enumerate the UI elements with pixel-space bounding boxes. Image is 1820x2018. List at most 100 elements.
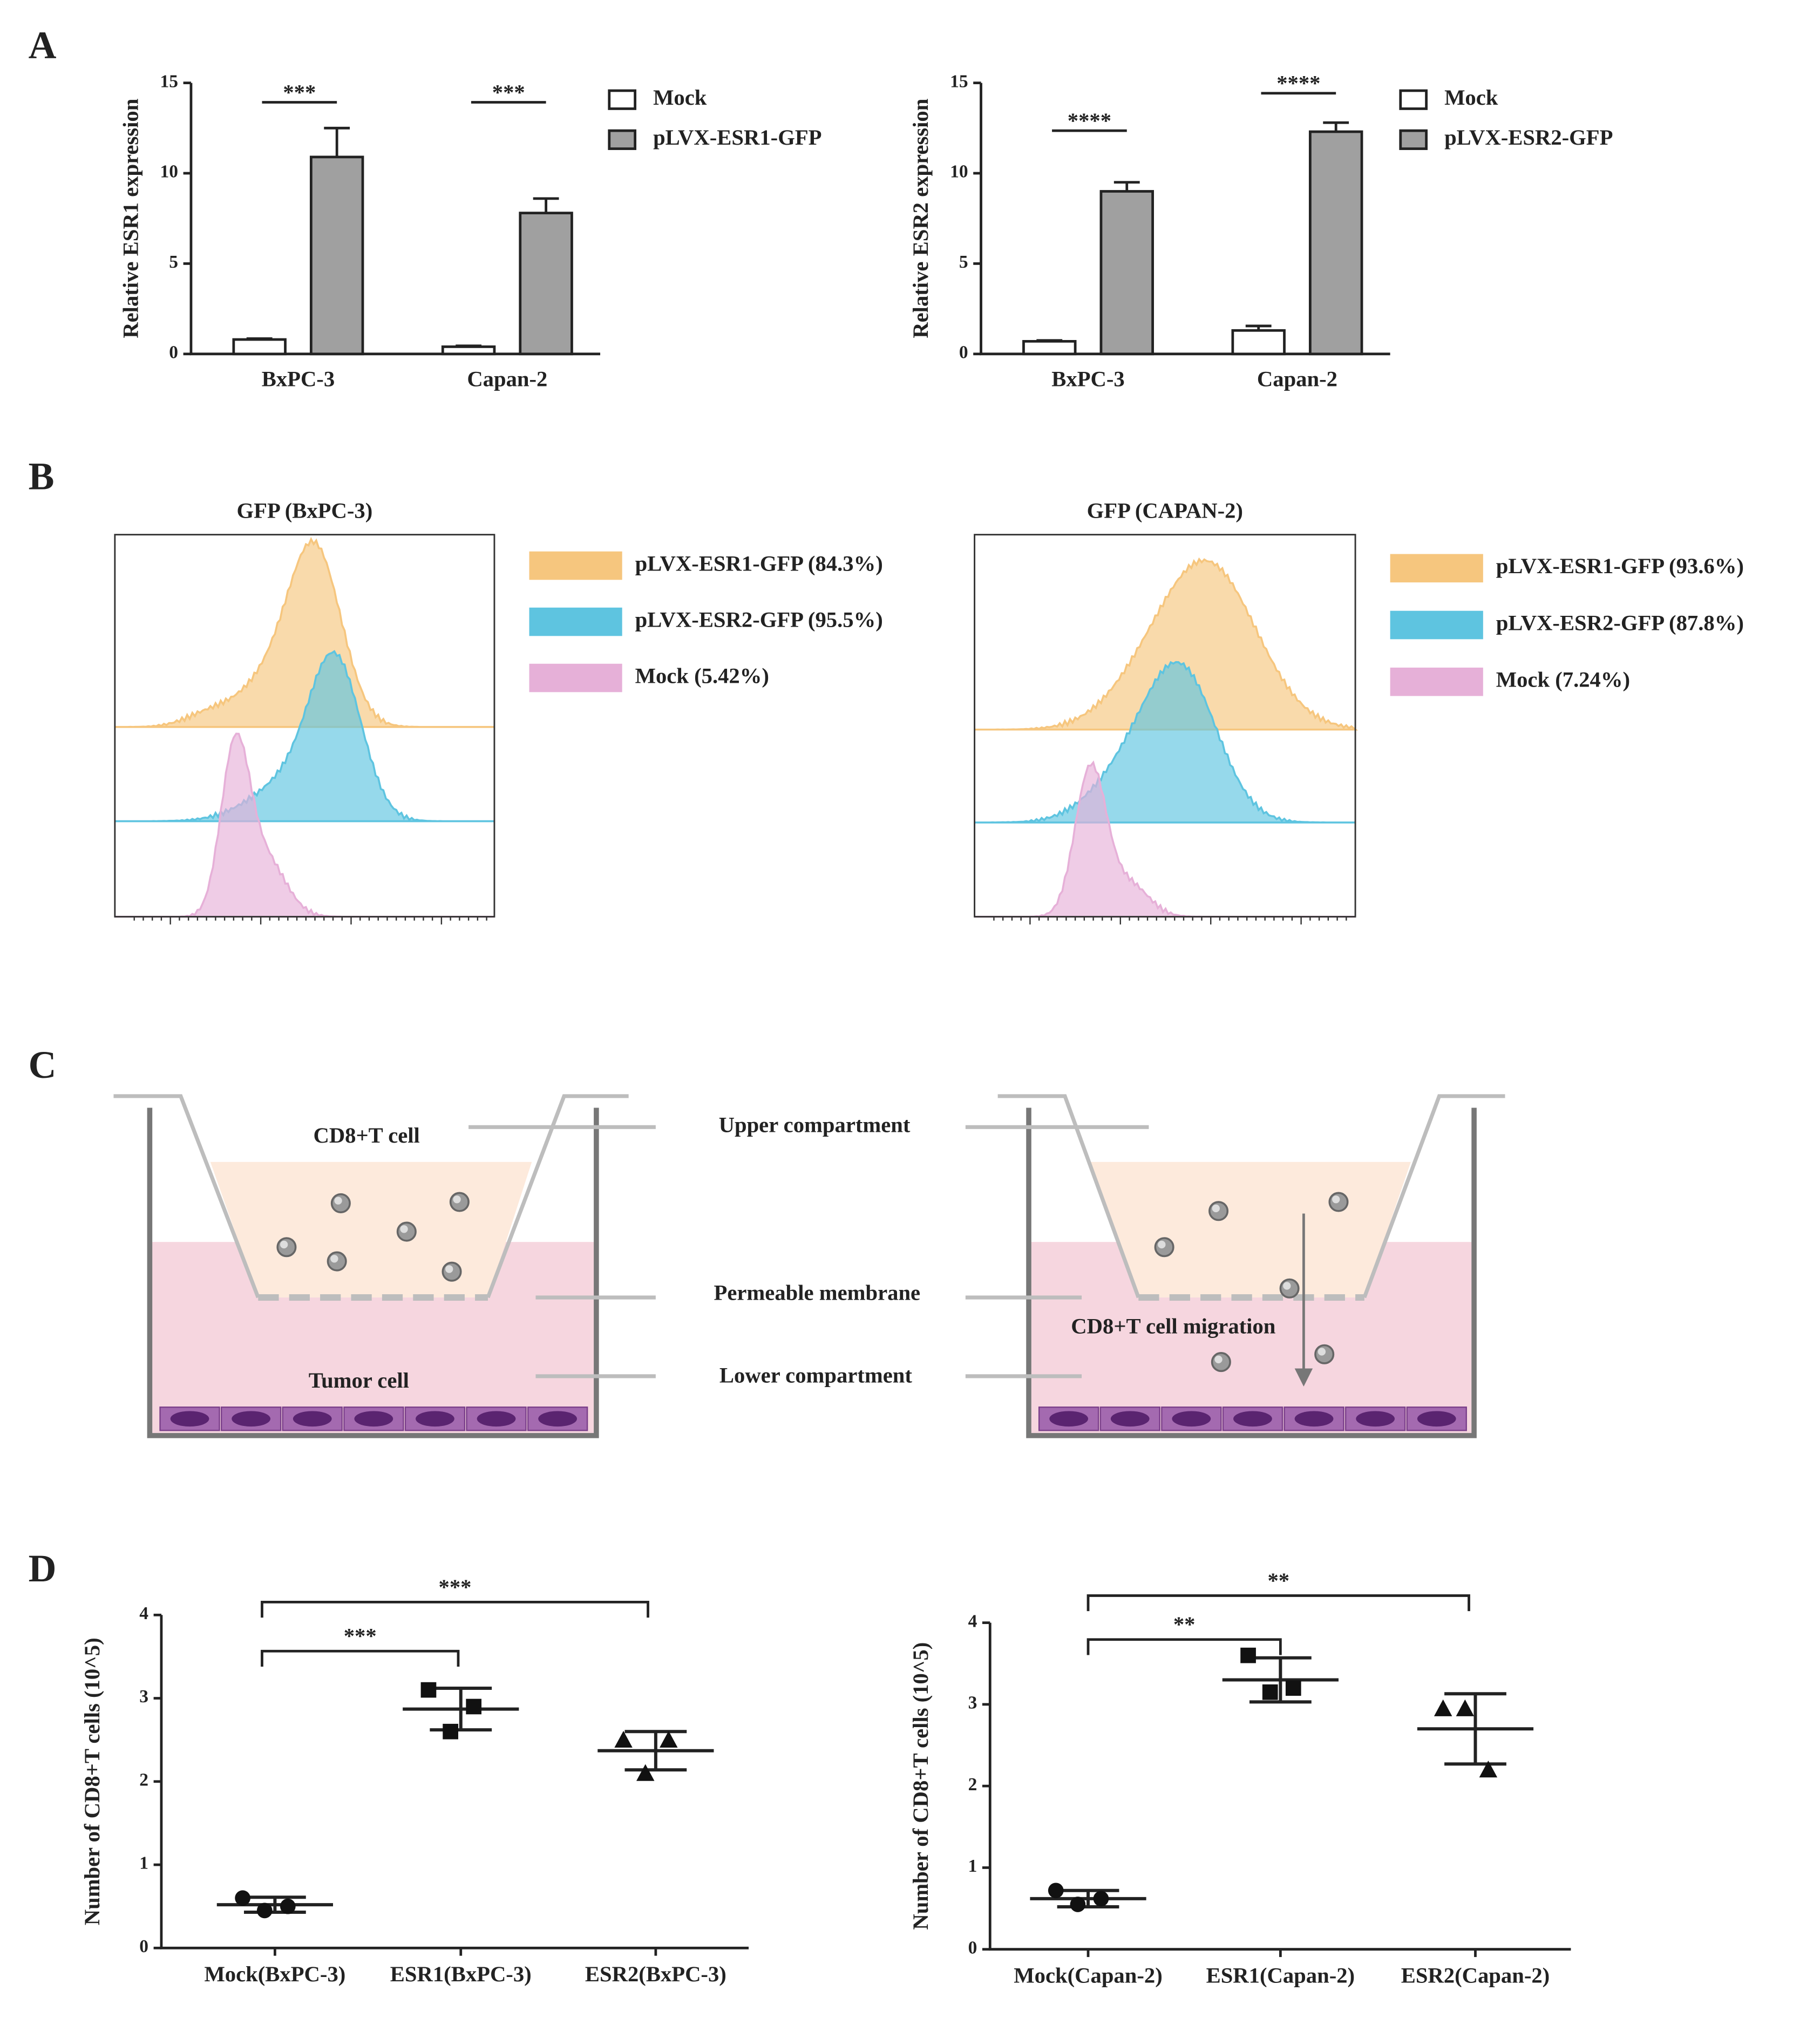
- y-axis-label: Number of CD8+T cells (10^5): [908, 1642, 933, 1930]
- legend-swatch: [529, 663, 622, 692]
- y-tick-label: 3: [968, 1693, 977, 1713]
- legend-swatch: [1399, 89, 1428, 110]
- diagram-label: Upper compartment: [719, 1113, 911, 1137]
- legend-swatch: [1390, 667, 1483, 696]
- legend-label: pLVX-ESR2-GFP (87.8%): [1496, 610, 1744, 635]
- chart-title: GFP (BxPC-3): [237, 498, 373, 522]
- cell-highlight: [1318, 1348, 1326, 1356]
- y-tick-label: 2: [968, 1775, 977, 1795]
- histogram: [114, 536, 494, 728]
- nucleus: [170, 1411, 209, 1427]
- y-tick-label: 5: [959, 252, 968, 272]
- cell-highlight: [445, 1265, 453, 1273]
- significance-label: **: [1173, 1612, 1196, 1636]
- y-tick-label: 0: [959, 343, 968, 363]
- bar: [1022, 339, 1077, 356]
- point: [1070, 1897, 1086, 1912]
- point: [1285, 1680, 1301, 1696]
- y-axis-label: Relative ESR1 expression: [119, 99, 143, 338]
- nucleus: [1049, 1411, 1089, 1427]
- point: [1479, 1761, 1498, 1778]
- point: [1456, 1699, 1475, 1716]
- panel-label: A: [29, 24, 57, 67]
- legend-label: Mock (5.42%): [635, 663, 769, 688]
- point: [1240, 1647, 1256, 1663]
- legend-swatch: [1399, 129, 1428, 150]
- significance-bracket: [1086, 1594, 1470, 1612]
- histogram: [114, 650, 494, 823]
- legend-swatch: [529, 551, 622, 580]
- y-tick-label: 0: [968, 1938, 977, 1958]
- legend-label: Mock (7.24%): [1496, 668, 1630, 692]
- y-tick-label: 10: [950, 162, 968, 182]
- x-tick-label: ESR2(BxPC-3): [585, 1962, 726, 1986]
- bar: [519, 212, 573, 356]
- x-tick-label: ESR1(Capan-2): [1206, 1963, 1355, 1988]
- bar: [441, 345, 496, 356]
- bar: [1308, 130, 1363, 356]
- point: [1048, 1883, 1064, 1899]
- nucleus: [1356, 1411, 1395, 1427]
- cell-highlight: [334, 1197, 342, 1205]
- y-axis-label: Relative ESR2 expression: [908, 99, 933, 338]
- transwell-right: [997, 1094, 1505, 1438]
- nucleus: [354, 1411, 393, 1427]
- legend-label: Mock: [653, 85, 707, 110]
- point: [1262, 1684, 1278, 1700]
- x-tick-label: Mock(Capan-2): [1014, 1963, 1162, 1988]
- diagram-label: Tumor cell: [309, 1368, 409, 1392]
- point: [466, 1698, 482, 1715]
- y-tick-label: 4: [968, 1611, 977, 1631]
- histogram: [974, 661, 1356, 824]
- nucleus: [293, 1411, 332, 1427]
- histogram: [974, 557, 1359, 731]
- significance-label: ***: [492, 80, 525, 104]
- y-tick-label: 1: [968, 1856, 977, 1876]
- significance-bracket: [1086, 1638, 1282, 1655]
- legend-swatch: [608, 89, 637, 110]
- point: [614, 1730, 633, 1748]
- legend-label: pLVX-ESR1-GFP (84.3%): [635, 551, 883, 575]
- y-axis-label: Number of CD8+T cells (10^5): [80, 1637, 104, 1925]
- panel-label: B: [29, 455, 55, 498]
- bar: [232, 338, 287, 356]
- significance-label: ****: [1068, 108, 1111, 133]
- point: [1093, 1891, 1109, 1907]
- panel-label: D: [29, 1547, 57, 1590]
- y-tick-label: 2: [139, 1770, 148, 1790]
- y-tick-label: 4: [139, 1603, 148, 1623]
- panel-label: C: [29, 1043, 57, 1086]
- cell-highlight: [1212, 1204, 1220, 1213]
- bar: [309, 155, 364, 356]
- y-tick-label: 1: [139, 1853, 148, 1873]
- nucleus: [1172, 1411, 1211, 1427]
- cell-highlight: [400, 1225, 408, 1233]
- diagram-label: Lower compartment: [719, 1363, 912, 1388]
- x-tick-label: ESR1(BxPC-3): [390, 1962, 532, 1986]
- significance-label: **: [1267, 1568, 1289, 1593]
- y-tick-label: 5: [169, 252, 178, 272]
- cell-highlight: [330, 1255, 338, 1263]
- point: [280, 1898, 296, 1914]
- bar: [1099, 190, 1154, 356]
- y-tick-label: 15: [160, 71, 178, 91]
- diagram-label: Permeable membrane: [714, 1281, 921, 1305]
- x-tick-label: Capan-2: [467, 366, 547, 391]
- y-tick-label: 0: [139, 1937, 148, 1956]
- y-tick-label: 3: [139, 1687, 148, 1707]
- chart-title: GFP (CAPAN-2): [1087, 498, 1243, 522]
- significance-bracket: [261, 1649, 460, 1667]
- nucleus: [1294, 1411, 1334, 1427]
- nucleus: [1417, 1411, 1456, 1427]
- legend-swatch: [608, 129, 637, 150]
- bar: [1231, 329, 1286, 356]
- cell-highlight: [280, 1240, 288, 1249]
- cell-highlight: [1283, 1282, 1291, 1290]
- significance-label: ***: [283, 80, 316, 104]
- point: [443, 1723, 458, 1740]
- diagram-label: CD8+T cell migration: [1071, 1314, 1275, 1338]
- x-tick-label: Mock(BxPC-3): [204, 1962, 345, 1986]
- point: [235, 1890, 250, 1906]
- legend-swatch: [1390, 554, 1483, 583]
